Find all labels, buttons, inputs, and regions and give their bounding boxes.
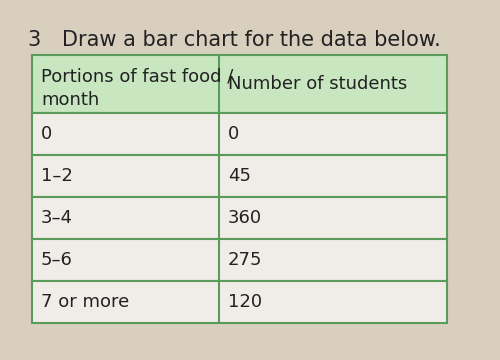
- Bar: [32, 281, 447, 323]
- Text: 5–6: 5–6: [41, 251, 73, 269]
- Text: 0: 0: [228, 125, 239, 143]
- Text: Portions of fast food /
month: Portions of fast food / month: [41, 67, 234, 109]
- Bar: [32, 155, 447, 197]
- Text: 1–2: 1–2: [41, 167, 73, 185]
- Text: 45: 45: [228, 167, 251, 185]
- Bar: [32, 55, 447, 113]
- Text: 3: 3: [28, 30, 40, 50]
- Bar: [32, 197, 447, 239]
- Text: 360: 360: [228, 209, 262, 227]
- Text: 3–4: 3–4: [41, 209, 73, 227]
- Text: Draw a bar chart for the data below.: Draw a bar chart for the data below.: [62, 30, 441, 50]
- Text: 0: 0: [41, 125, 52, 143]
- Text: 275: 275: [228, 251, 262, 269]
- Bar: [32, 113, 447, 155]
- Text: 120: 120: [228, 293, 262, 311]
- Bar: [32, 239, 447, 281]
- Text: 7 or more: 7 or more: [41, 293, 130, 311]
- Text: Number of students: Number of students: [228, 75, 408, 93]
